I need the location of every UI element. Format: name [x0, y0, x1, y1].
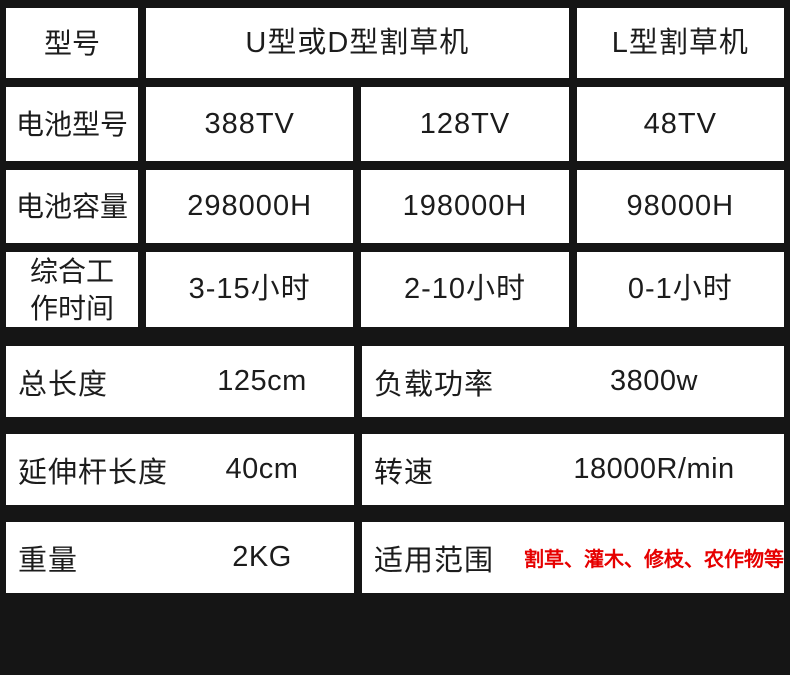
detail-label-application-range: 适用范围	[374, 544, 495, 577]
spec-row-label-working-time: 综合工 作时间	[6, 252, 138, 327]
detail-label-load-power: 负载功率	[374, 368, 495, 401]
spec-value-working-time-2: 2-10小时	[361, 252, 569, 327]
detail-value-application-range: 割草、灌木、修枝、农作物等	[524, 549, 784, 571]
detail-label-rotation-speed: 转速	[374, 456, 435, 489]
spec-row-label-battery-model: 电池型号	[6, 87, 138, 161]
detail-label-weight: 重量	[18, 544, 79, 577]
spec-header-right-model: L型割草机	[576, 8, 784, 78]
detail-cell-load-power: 负载功率 3800w	[362, 346, 784, 417]
detail-value-extension-rod-length: 40cm	[225, 453, 299, 485]
spec-value-working-time-3: 0-1小时	[576, 252, 784, 327]
detail-value-load-power: 3800w	[610, 365, 698, 397]
detail-cell-extension-rod-length: 延伸杆长度 40cm	[6, 434, 354, 505]
spec-row-label-battery-capacity: 电池容量	[6, 170, 138, 243]
detail-cell-application-range: 适用范围 割草、灌木、修枝、农作物等	[362, 522, 784, 593]
detail-value-rotation-speed: 18000R/min	[573, 453, 735, 485]
spec-value-battery-model-2: 128TV	[361, 87, 569, 161]
spec-header-merged-model: U型或D型割草机	[146, 8, 569, 78]
spec-value-battery-model-1: 388TV	[146, 87, 354, 161]
spec-value-battery-capacity-1: 298000H	[146, 170, 354, 243]
spec-value-working-time-1: 3-15小时	[146, 252, 354, 327]
detail-value-weight: 2KG	[232, 541, 292, 573]
detail-spec-table: 总长度 125cm 负载功率 3800w 延伸杆长度 40cm 转速 18000…	[6, 346, 784, 593]
detail-cell-total-length: 总长度 125cm	[6, 346, 354, 417]
spec-value-battery-capacity-3: 98000H	[576, 170, 784, 243]
detail-label-total-length: 总长度	[18, 368, 109, 401]
detail-cell-rotation-speed: 转速 18000R/min	[362, 434, 784, 505]
detail-cell-weight: 重量 2KG	[6, 522, 354, 593]
model-spec-table: 型号 U型或D型割草机 L型割草机 电池型号 388TV 128TV 48TV …	[6, 8, 784, 327]
spec-value-battery-capacity-2: 198000H	[361, 170, 569, 243]
spec-value-battery-model-3: 48TV	[576, 87, 784, 161]
detail-label-extension-rod-length: 延伸杆长度	[18, 456, 169, 489]
spec-header-label: 型号	[6, 8, 138, 78]
detail-value-total-length: 125cm	[217, 365, 307, 397]
